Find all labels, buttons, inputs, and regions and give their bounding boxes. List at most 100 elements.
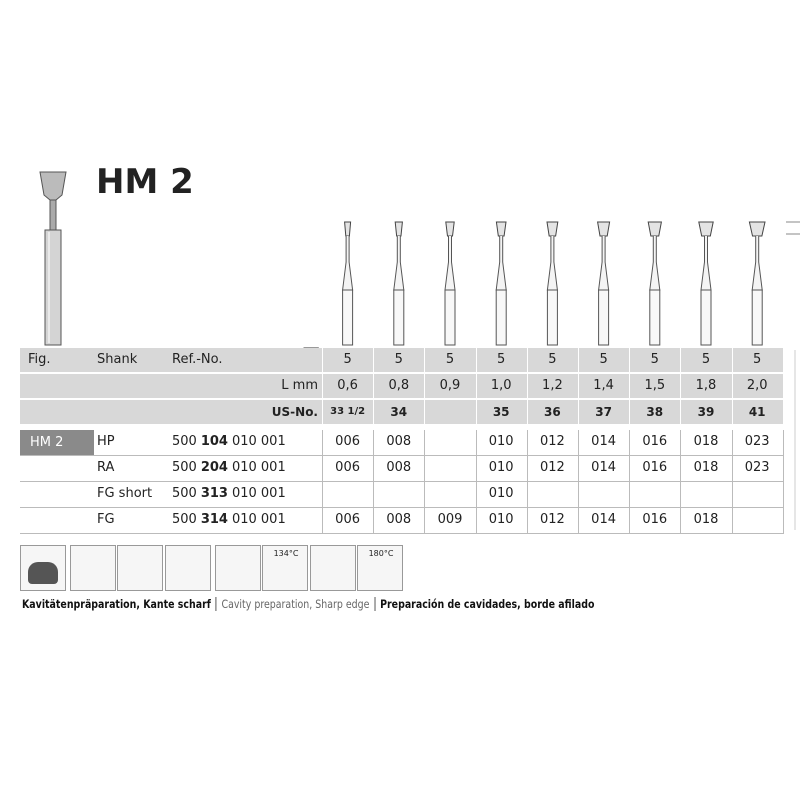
bur-head [394,221,403,237]
column-divider [475,348,477,424]
column-divider [373,430,375,534]
bur-shank [700,289,712,346]
header-row [20,348,783,372]
column-divider [731,430,733,534]
size: 014 [591,434,616,449]
ref-part: 010 001 [231,486,286,501]
usage-icon [310,545,356,591]
column-divider [782,348,784,424]
pack-size: 5 [701,352,711,367]
size: 014 [591,512,616,527]
icon-text: 134°C [273,549,299,558]
data-row [20,456,783,482]
ref-no: 500 104 010 001 [172,430,290,454]
us-number: 35 [492,405,510,419]
caption: Kavitätenpräparation, Kante scharf Cavity… [22,597,595,611]
usage-icon [357,545,403,591]
ref-part: 204 [200,460,228,475]
pack-size: 5 [753,352,762,367]
ref-no: 500 314 010 001 [172,508,290,532]
caption-part: Preparación de cavidades, borde afilado [374,597,595,611]
length-value: 0,9 [439,378,461,393]
size: 010 [488,434,514,449]
product-title: HM 2 [96,162,194,202]
bur-neck [495,236,507,291]
bur-shank [393,289,405,346]
ref-part: 314 [200,512,228,527]
ref-part: 500 [172,460,197,475]
us-label: US-No. [271,405,318,419]
size: 006 [335,460,360,475]
us-number: 36 [544,405,561,419]
bur-shank [598,289,610,346]
bur-neck [546,236,558,291]
column-divider [578,430,579,534]
shank: FG short [97,486,153,501]
length-value: 0,8 [388,378,410,393]
ref-part: 500 [172,486,197,501]
size: 018 [693,460,719,475]
column-divider [373,348,375,424]
bur-neck [751,236,763,291]
bur-neck [393,236,405,291]
bur-neck [598,236,610,291]
data-row [20,482,783,508]
size: 012 [539,512,565,527]
pack-size: 5 [394,352,403,367]
column-divider [526,348,528,424]
ref-no: 500 313 010 001 [172,482,290,506]
bur-shank [546,289,558,346]
size: 009 [437,512,463,527]
size: 008 [386,460,412,475]
bur-neck [700,236,712,291]
ref-part: 313 [200,486,228,501]
column-divider [629,348,631,424]
bur-neck [649,236,661,291]
header-label: Shank [97,352,138,367]
ref-part: 500 [172,434,197,449]
size: 008 [386,512,412,527]
header-label: Fig. [28,352,51,367]
size: 018 [693,512,719,527]
ref-part: 010 001 [231,434,286,449]
icon-shape [28,562,58,584]
length-value: 1,0 [490,378,512,393]
pack-size: 5 [445,352,455,367]
size: 006 [335,512,360,527]
length-value: 1,4 [593,378,614,393]
ref-part: 010 001 [231,512,286,527]
bur-shank [751,289,763,346]
size: 016 [642,512,668,527]
us-number: 38 [646,405,664,419]
product-badge: HM 2 [20,430,94,455]
size: 016 [642,434,668,449]
header-label: Ref.-No. [172,352,223,367]
column-divider [578,348,579,424]
column-divider [475,430,477,534]
size: 010 [488,512,514,527]
size: 012 [539,434,565,449]
bur-head [495,221,507,237]
ref-part: 010 001 [231,460,286,475]
usage-icon [70,545,116,591]
pack-size: 5 [343,352,352,367]
size: 012 [539,460,565,475]
data-row [20,508,783,534]
pack-size: 5 [497,352,506,367]
caption-part: Cavity preparation, Sharp edge [215,597,370,611]
icon-text: 180°C [368,549,394,558]
pack-size: 5 [548,352,557,367]
bur-head [647,221,663,237]
pack-size: 5 [650,352,659,367]
size: 016 [642,460,668,475]
ref-part: 104 [200,434,228,449]
header-row [20,400,783,424]
shank: FG [97,512,115,527]
us-number: 34 [390,405,408,419]
size: 010 [488,486,514,501]
hero-bur [39,171,67,346]
usage-icon [215,545,261,591]
bur-shank [495,289,507,346]
column-divider [424,430,426,534]
